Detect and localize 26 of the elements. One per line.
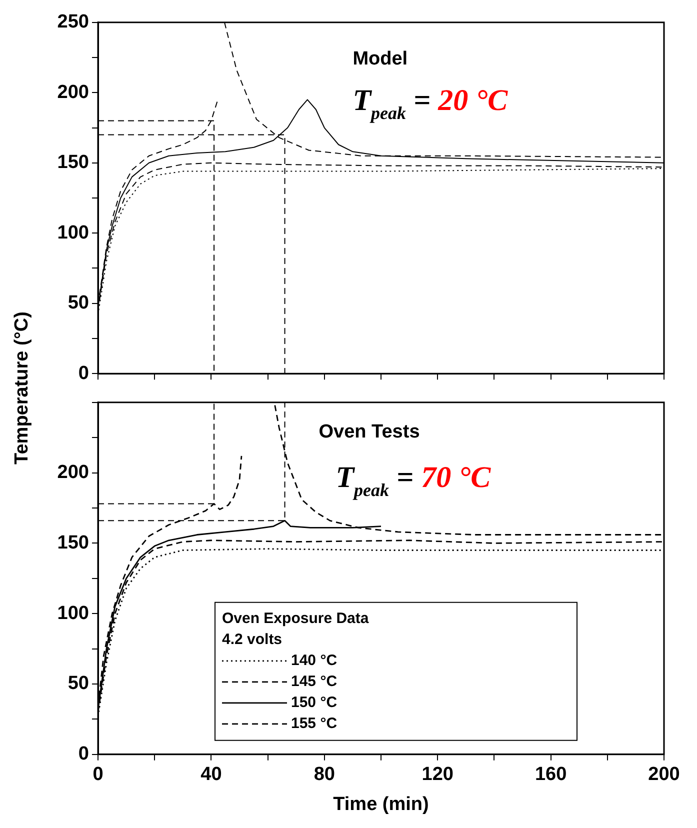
y-tick-label: 200: [57, 82, 89, 103]
x-tick-label: 200: [648, 764, 680, 786]
y-tick-label: 250: [57, 12, 89, 33]
y-axis-title: Temperature (°C): [11, 312, 33, 464]
y-tick-label: 100: [57, 602, 89, 624]
text: Oven Tests: [318, 422, 420, 443]
y-tick-label: 50: [68, 292, 89, 314]
x-tick-label: 160: [534, 764, 567, 786]
x-axis-title: Time (min): [333, 794, 429, 815]
x-tick-label: 0: [92, 764, 104, 786]
legend-label: 145 °C: [291, 673, 338, 690]
x-tick-label: 80: [314, 764, 335, 786]
y-tick-label: 150: [57, 152, 89, 174]
y-tick-label: 200: [57, 462, 89, 484]
x-tick-label: 40: [200, 764, 222, 786]
y-tick-label: 150: [57, 532, 89, 554]
y-tick-label: 50: [68, 673, 89, 694]
y-tick-label: 0: [78, 362, 89, 384]
x-tick-label: 120: [422, 764, 454, 786]
y-tick-label: 100: [57, 222, 89, 244]
legend-label: 150 °C: [291, 694, 338, 712]
text: Model: [352, 48, 408, 70]
legend-label: 155 °C: [291, 715, 338, 732]
legend-title: Oven Exposure Data 4.2 volts: [222, 610, 370, 648]
y-tick-label: 0: [78, 744, 89, 765]
legend-label: 140 °C: [291, 652, 338, 670]
